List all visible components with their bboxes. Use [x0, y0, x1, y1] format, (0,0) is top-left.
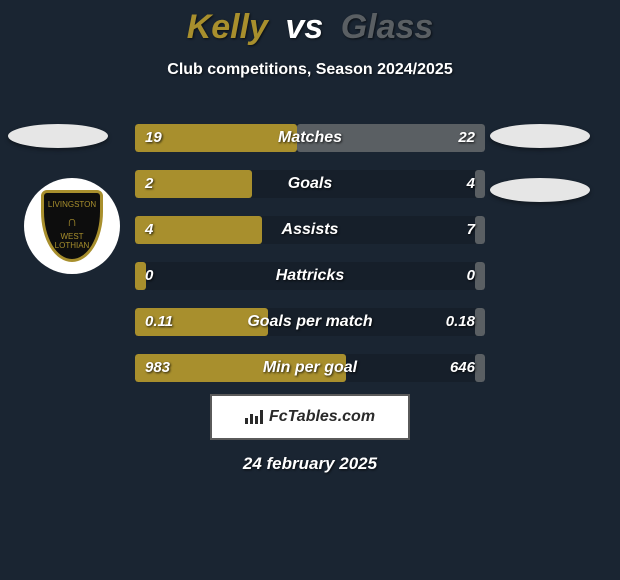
subtitle: Club competitions, Season 2024/2025	[0, 61, 620, 79]
club-shield: LIVINGSTON ∩ WEST LOTHIAN	[41, 190, 103, 262]
stat-label: Assists	[135, 216, 485, 244]
stat-row: 0.110.18Goals per match	[135, 308, 485, 336]
stats-chart: 1922Matches 24Goals 47Assists 00Hattricks 0.…	[135, 124, 485, 400]
stat-label: Goals per match	[135, 308, 485, 336]
player2-photo-placeholder-top	[490, 124, 590, 148]
bar-chart-icon	[245, 410, 263, 424]
stat-row: 47Assists	[135, 216, 485, 244]
player1-photo-placeholder	[8, 124, 108, 148]
footer-brand-box: FcTables.com	[210, 394, 410, 440]
shield-top-text: LIVINGSTON	[44, 201, 100, 210]
vs-label: vs	[285, 8, 323, 46]
footer-brand-text: FcTables.com	[269, 408, 375, 426]
player2-name: Glass	[341, 8, 434, 46]
horseshoe-icon: ∩	[44, 214, 100, 229]
stat-row: 1922Matches	[135, 124, 485, 152]
club-shield-text: LIVINGSTON ∩ WEST LOTHIAN	[44, 201, 100, 251]
shield-bottom-text: WEST LOTHIAN	[44, 233, 100, 251]
date-label: 24 february 2025	[0, 454, 620, 474]
comparison-title: Kelly vs Glass	[0, 0, 620, 47]
stat-label: Goals	[135, 170, 485, 198]
club-badge: LIVINGSTON ∩ WEST LOTHIAN	[24, 178, 120, 274]
stat-row: 983646Min per goal	[135, 354, 485, 382]
stat-row: 24Goals	[135, 170, 485, 198]
stat-label: Hattricks	[135, 262, 485, 290]
stat-label: Min per goal	[135, 354, 485, 382]
player1-name: Kelly	[187, 8, 268, 46]
stat-row: 00Hattricks	[135, 262, 485, 290]
stat-label: Matches	[135, 124, 485, 152]
player2-photo-placeholder-bottom	[490, 178, 590, 202]
